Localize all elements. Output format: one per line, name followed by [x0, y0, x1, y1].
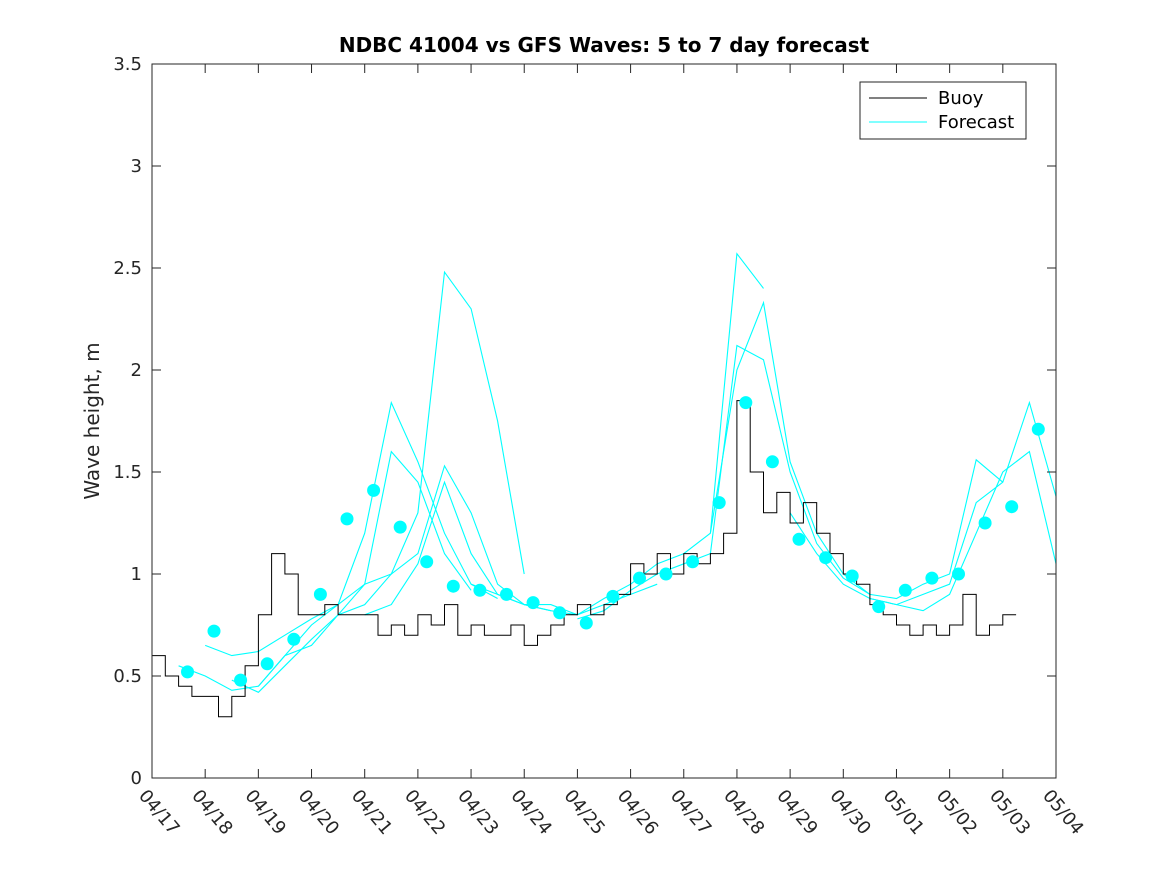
forecast-run-line — [789, 400, 1057, 606]
forecast-marker — [978, 516, 992, 530]
forecast-marker — [526, 596, 540, 610]
forecast-marker — [739, 396, 753, 410]
forecast-marker — [898, 583, 912, 597]
forecast-marker — [659, 567, 673, 581]
chart-title: NDBC 41004 vs GFS Waves: 5 to 7 day fore… — [339, 33, 870, 57]
forecast-marker — [633, 571, 646, 585]
legend-box — [859, 81, 1027, 140]
forecast-marker — [1005, 500, 1019, 514]
forecast-marker — [340, 512, 354, 526]
forecast-marker — [181, 665, 194, 679]
x-tick-label: 04/30 — [825, 786, 874, 839]
y-tick-label: 0 — [131, 768, 142, 789]
forecast-marker — [1031, 422, 1045, 436]
legend-buoy-label: Buoy — [938, 88, 984, 109]
y-tick-label: 2.5 — [113, 258, 142, 279]
forecast-marker — [260, 657, 274, 671]
forecast-run-line — [257, 464, 551, 687]
y-tick-label: 1.5 — [113, 462, 142, 483]
x-tick-label: 04/21 — [347, 786, 396, 839]
forecast-marker — [420, 555, 434, 569]
forecast-marker — [765, 455, 779, 469]
forecast-run-line — [470, 252, 764, 616]
forecast-run-line — [869, 450, 1057, 612]
forecast-marker — [446, 579, 460, 593]
series-layer — [152, 252, 1057, 718]
forecast-marker — [606, 589, 620, 603]
x-tick-label: 04/24 — [506, 786, 555, 839]
forecast-marker — [367, 483, 381, 497]
x-tick-label: 04/17 — [134, 786, 183, 839]
x-tick-label: 04/23 — [453, 786, 502, 839]
forecast-marker — [393, 520, 407, 534]
axes-box — [151, 63, 1057, 779]
forecast-marker — [952, 567, 965, 581]
forecast-marker — [872, 600, 886, 614]
forecast-marker — [553, 606, 567, 620]
forecast-marker — [287, 632, 301, 646]
x-tick-label: 05/02 — [932, 786, 981, 839]
ticks-layer: 04/17 04/18 04/19 04/20 04/21 04/22 04/23 04/24… — [113, 54, 1087, 839]
y-tick-label: 0.5 — [113, 666, 142, 687]
forecast-run-line — [205, 400, 498, 657]
y-tick-label: 1 — [131, 564, 142, 585]
x-tick-label: 04/29 — [772, 786, 821, 839]
x-tick-label: 05/01 — [879, 786, 928, 839]
y-tick-label: 2 — [131, 360, 142, 381]
x-tick-label: 04/25 — [560, 786, 609, 839]
forecast-marker — [473, 583, 487, 597]
x-tick-label: 04/22 — [400, 786, 449, 839]
x-tick-label: 04/20 — [294, 786, 343, 839]
x-tick-label: 04/27 — [666, 786, 715, 839]
forecast-marker — [712, 496, 726, 510]
legend: Buoy Forecast — [859, 81, 1027, 140]
forecast-marker — [925, 571, 939, 585]
forecast-run-line — [231, 270, 525, 693]
x-tick-label: 04/28 — [719, 786, 768, 839]
forecast-marker — [686, 555, 700, 569]
forecast-marker — [234, 673, 248, 687]
y-tick-label: 3 — [131, 156, 142, 177]
x-tick-label: 05/03 — [985, 786, 1034, 839]
legend-forecast-label: Forecast — [938, 112, 1014, 133]
forecast-marker — [845, 569, 859, 583]
x-tick-label: 04/18 — [187, 786, 236, 839]
forecast-run-line — [577, 344, 871, 620]
forecast-marker — [792, 532, 806, 546]
forecast-run-line — [178, 450, 472, 691]
forecast-marker — [500, 587, 513, 601]
forecast-marker — [313, 587, 327, 601]
y-tick-label: 3.5 — [113, 54, 142, 75]
x-tick-label: 05/04 — [1038, 786, 1087, 839]
forecast-marker — [207, 624, 221, 638]
y-axis-label: Wave height, m — [80, 342, 104, 499]
x-tick-label: 04/19 — [241, 786, 290, 839]
x-tick-label: 04/26 — [613, 786, 662, 839]
forecast-marker — [819, 551, 833, 565]
forecast-marker — [579, 616, 593, 630]
